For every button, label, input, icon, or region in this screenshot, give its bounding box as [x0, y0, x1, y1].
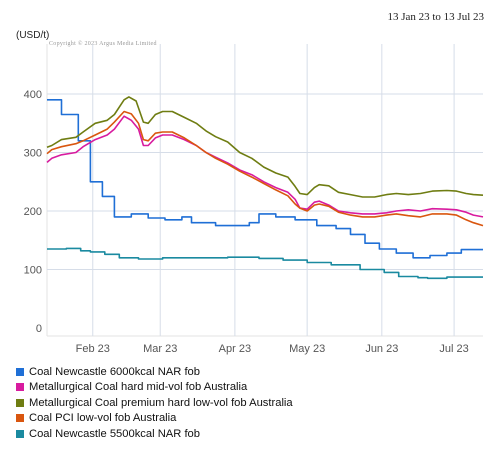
legend-item[interactable]: Coal Newcastle 6000kcal NAR fob — [16, 364, 293, 380]
legend-swatch — [16, 429, 24, 438]
legend-label: Metallurgical Coal hard mid-vol fob Aust… — [29, 381, 248, 394]
grid-layer: 0 100 200 300 400 — [24, 44, 483, 337]
y-tick-label: 400 — [24, 89, 42, 101]
x-tick-label: Mar 23 — [143, 343, 177, 355]
legend-label: Coal Newcastle 6000kcal NAR fob — [29, 365, 201, 378]
legend-item[interactable]: Coal Newcastle 5500kcal NAR fob — [16, 426, 293, 442]
legend-label: Coal PCI low-vol fob Australia — [29, 412, 177, 425]
x-tick-label: Jul 23 — [439, 343, 468, 355]
y-tick-label: 300 — [24, 148, 42, 160]
legend-swatch — [16, 398, 24, 407]
plot-background — [47, 44, 483, 336]
legend-item[interactable]: Metallurgical Coal hard mid-vol fob Aust… — [16, 380, 293, 396]
legend-swatch — [16, 414, 24, 423]
series-layer — [46, 96, 484, 280]
series-line-3 — [46, 96, 484, 198]
series-line-1 — [47, 99, 483, 259]
legend-swatch — [16, 367, 24, 376]
y-axis-unit-label: (USD/t) — [16, 30, 49, 41]
legend-item[interactable]: Coal PCI low-vol fob Australia — [16, 411, 293, 427]
copyright-text: Copyright © 2023 Argus Media Limited — [49, 40, 157, 47]
y-tick-label: 200 — [24, 206, 42, 218]
legend: Coal Newcastle 6000kcal NAR fob Metallurg… — [16, 364, 293, 442]
x-tick-label: Jun 23 — [365, 343, 398, 355]
x-tick-label: Feb 23 — [76, 343, 110, 355]
y-tick-label: 0 — [36, 323, 42, 335]
legend-label: Coal Newcastle 5500kcal NAR fob — [29, 427, 201, 440]
date-range-label: 13 Jan 23 to 13 Jul 23 — [387, 11, 484, 23]
line-chart: (USD/t) Copyright © 2023 Argus Media Lim… — [16, 30, 484, 355]
y-tick-label: 100 — [24, 265, 42, 277]
legend-swatch — [16, 383, 24, 392]
x-tick-layer: Feb 23 Mar 23 Apr 23 May 23 Jun 23 Jul 23 — [76, 343, 469, 355]
x-tick-label: Apr 23 — [219, 343, 251, 355]
legend-label: Metallurgical Coal premium hard low-vol … — [29, 396, 293, 409]
series-line-2 — [46, 115, 484, 218]
x-tick-label: May 23 — [289, 343, 325, 355]
series-line-5 — [47, 247, 483, 280]
series-line-4 — [46, 110, 484, 227]
legend-item[interactable]: Metallurgical Coal premium hard low-vol … — [16, 395, 293, 411]
